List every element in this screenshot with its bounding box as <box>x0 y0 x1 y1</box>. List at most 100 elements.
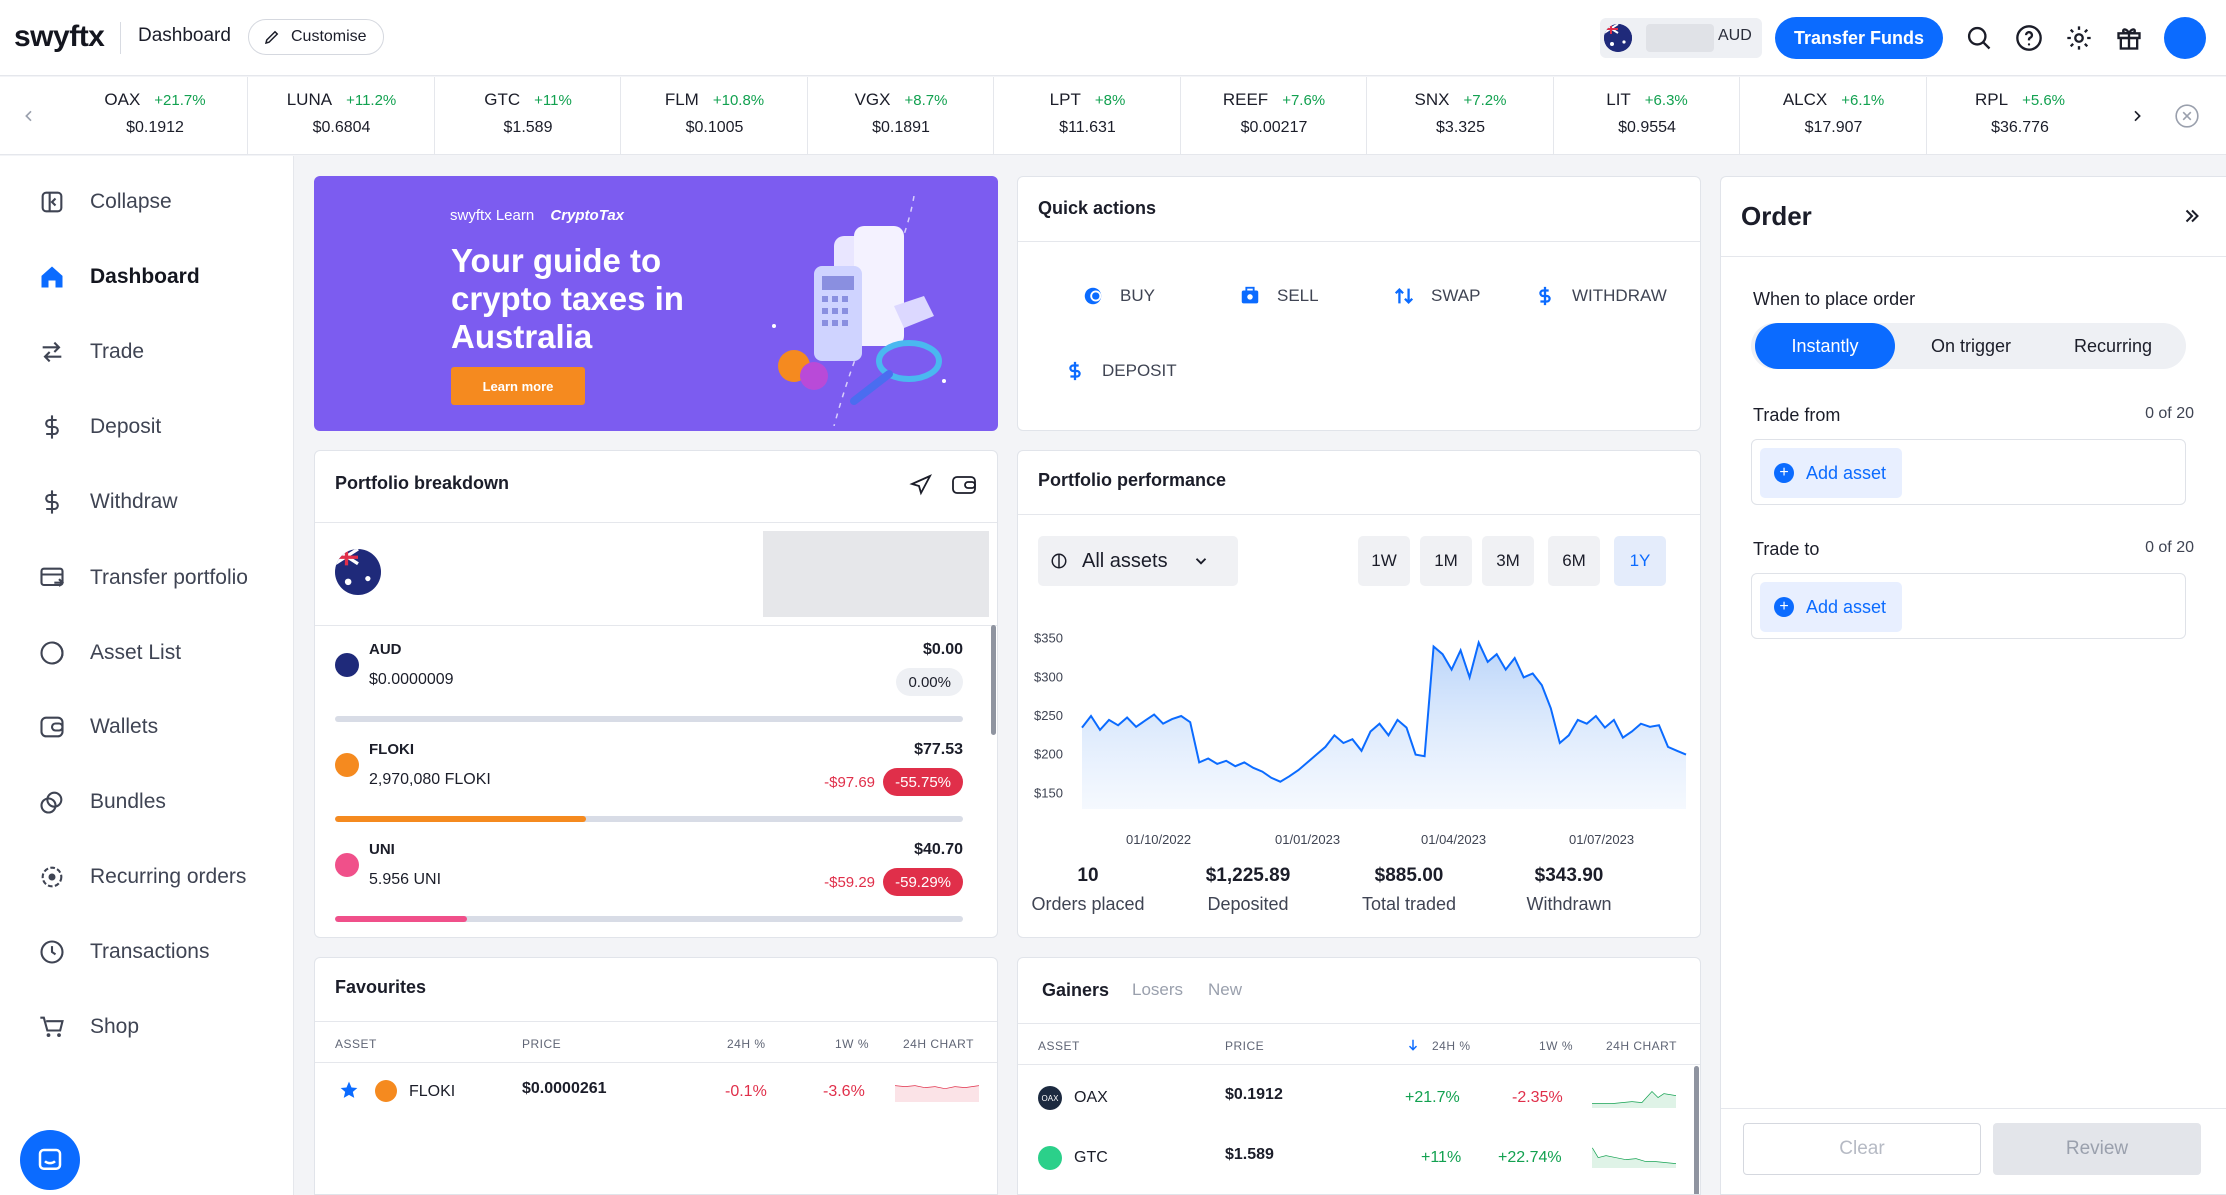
range-1m[interactable]: 1M <box>1420 536 1472 586</box>
ticker-item-oax[interactable]: OAX +21.7% $0.1912 <box>62 77 248 155</box>
chat-icon <box>38 1148 62 1170</box>
ticker-symbol-row: LIT +6.3% <box>1554 90 1740 110</box>
tab-gainers[interactable]: Gainers <box>1042 980 1110 1000</box>
col-24h[interactable]: 24H % <box>1432 1039 1471 1053</box>
transfer-funds-button[interactable]: Transfer Funds <box>1775 17 1943 59</box>
sidebar-item-wallets[interactable]: Wallets <box>36 707 158 747</box>
add-asset-label: Add asset <box>1806 462 1887 483</box>
sidebar-item-collapse[interactable]: Collapse <box>36 182 172 222</box>
ticker-item-luna[interactable]: LUNA +11.2% $0.6804 <box>249 77 435 155</box>
star-icon[interactable] <box>339 1080 359 1100</box>
ticker-price: $11.631 <box>1059 119 1116 136</box>
buy-icon <box>1084 287 1102 305</box>
table-row[interactable]: FLOKI $0.0000261 -0.1% -3.6% <box>315 1064 997 1116</box>
sidebar-item-withdraw[interactable]: Withdraw <box>36 482 178 522</box>
swap-action[interactable]: SWAP <box>1393 285 1480 307</box>
sidebar-item-deposit[interactable]: Deposit <box>36 407 161 447</box>
range-1y[interactable]: 1Y <box>1614 536 1666 586</box>
buy-action[interactable]: BUY <box>1082 285 1155 307</box>
review-button[interactable]: Review <box>1993 1123 2201 1175</box>
sidebar-item-bundles[interactable]: Bundles <box>36 782 166 822</box>
tab-losers[interactable]: Losers <box>1132 980 1184 999</box>
clear-button[interactable]: Clear <box>1743 1123 1981 1175</box>
range-1w[interactable]: 1W <box>1358 536 1410 586</box>
learn-more-button[interactable]: Learn more <box>451 367 585 405</box>
list-item[interactable]: UNI 5.956 UNI $40.70 -$59.29 -59.29% <box>335 841 963 931</box>
floki-coin-icon <box>375 1080 397 1102</box>
chat-support-button[interactable] <box>20 1130 80 1190</box>
sidebar-item-trade[interactable]: Trade <box>36 332 144 372</box>
sidebar-item-label: Dashboard <box>90 265 200 288</box>
ticker-item-rpl[interactable]: RPL +5.6% $36.776 <box>1927 77 2113 155</box>
help-icon[interactable] <box>2013 22 2045 54</box>
table-row[interactable]: GTC $1.589 +11% +22.74% <box>1018 1126 1688 1186</box>
ticker-item-gtc[interactable]: GTC +11% $1.589 <box>435 77 621 155</box>
withdraw-action[interactable]: WITHDRAW <box>1534 285 1667 307</box>
sell-action[interactable]: SELL <box>1239 285 1319 307</box>
add-asset-from-button[interactable]: + Add asset <box>1760 448 1902 498</box>
performance-chart: $350 $300 $250 $200 $150 01/10/2022 01/01/2023… <box>1034 631 1687 847</box>
ticker-symbol-row: LUNA +11.2% <box>249 90 435 110</box>
sidebar-item-recurring-orders[interactable]: Recurring orders <box>36 857 246 897</box>
range-3m[interactable]: 3M <box>1482 536 1534 586</box>
asset-code: AUD <box>369 641 402 658</box>
sidebar-item-label: Trade <box>90 340 145 363</box>
price-ticker: OAX +21.7% $0.1912 LUNA +11.2% $0.6804 GTC +11%… <box>0 77 2226 155</box>
trade-to-box: + Add asset <box>1751 573 2186 639</box>
ticker-item-lpt[interactable]: LPT +8% $11.631 <box>995 77 1181 155</box>
sidebar-item-dashboard[interactable]: Dashboard <box>36 257 200 297</box>
asset-24h: +21.7% <box>1405 1089 1460 1106</box>
sidebar-item-transfer-portfolio[interactable]: Transfer portfolio <box>36 558 248 598</box>
sort-down-icon[interactable] <box>1406 1038 1420 1052</box>
sidebar-item-shop[interactable]: Shop <box>36 1007 139 1047</box>
when-label: When to place order <box>1753 289 1916 309</box>
tab-new[interactable]: New <box>1208 980 1243 999</box>
ticker-close-icon[interactable] <box>2174 103 2200 129</box>
ticker-item-reef[interactable]: REEF +7.6% $0.00217 <box>1181 77 1367 155</box>
ticker-item-flm[interactable]: FLM +10.8% $0.1005 <box>622 77 808 155</box>
customise-button[interactable]: Customise <box>248 19 384 55</box>
search-icon[interactable] <box>1963 22 1995 54</box>
tab-recurring[interactable]: Recurring <box>2073 335 2153 356</box>
ticker-item-snx[interactable]: SNX +7.2% $3.325 <box>1368 77 1554 155</box>
crypto-tax-banner[interactable]: swyftx Learn CryptoTax Your guide to cry… <box>314 176 998 431</box>
sidebar-item-asset-list[interactable]: Asset List <box>36 633 181 673</box>
ticker-item-vgx[interactable]: VGX +8.7% $0.1891 <box>808 77 994 155</box>
gift-icon[interactable] <box>2113 22 2145 54</box>
swyftx-logo[interactable]: swyftx <box>14 20 105 53</box>
list-item[interactable]: AUD $0.0000009 $0.00 0.00% <box>335 641 963 731</box>
trade-arrows-icon <box>36 336 68 368</box>
add-asset-to-button[interactable]: + Add asset <box>1760 582 1902 632</box>
ticker-prev-icon[interactable] <box>16 103 42 129</box>
banner-brand-text: swyftx Learn <box>450 207 535 224</box>
ticker-change: +6.3% <box>1644 92 1688 109</box>
asset-price: $1.589 <box>1225 1146 1274 1163</box>
ticker-next-icon[interactable] <box>2124 103 2150 129</box>
range-6m[interactable]: 6M <box>1548 536 1600 586</box>
send-icon[interactable] <box>909 473 933 502</box>
page-title: Dashboard <box>138 25 231 46</box>
avatar[interactable] <box>2164 17 2206 59</box>
asset-filter-dropdown[interactable]: All assets <box>1038 536 1238 586</box>
wallet-icon[interactable] <box>951 473 977 502</box>
sidebar-item-transactions[interactable]: Transactions <box>36 932 209 972</box>
sidebar-item-label: Asset List <box>90 641 182 664</box>
ticker-item-lit[interactable]: LIT +6.3% $0.9554 <box>1554 77 1740 155</box>
tab-instantly[interactable]: Instantly <box>1755 323 1895 369</box>
ticker-symbol: RPL <box>1974 90 2009 109</box>
ticker-change: +11.2% <box>346 92 397 109</box>
divider <box>1721 256 2226 257</box>
allocation-bar <box>335 816 963 822</box>
deposit-action[interactable]: DEPOSIT <box>1064 360 1177 382</box>
scrollbar[interactable] <box>991 625 996 735</box>
gear-icon[interactable] <box>2063 22 2095 54</box>
scrollbar[interactable] <box>1694 1066 1699 1194</box>
list-item[interactable]: FLOKI 2,970,080 FLOKI $77.53 -$97.69 -55.75% <box>335 741 963 831</box>
floki-coin-icon <box>335 753 359 777</box>
allocation-fill <box>335 916 467 922</box>
collapse-panel-icon[interactable] <box>2181 205 2207 231</box>
ticker-item-alcx[interactable]: ALCX +6.1% $17.907 <box>1741 77 1927 155</box>
table-row[interactable]: OAX OAX $0.1912 +21.7% -2.35% <box>1018 1066 1688 1126</box>
tab-on-trigger[interactable]: On trigger <box>1930 335 2012 356</box>
dollar-in-icon <box>36 411 68 443</box>
